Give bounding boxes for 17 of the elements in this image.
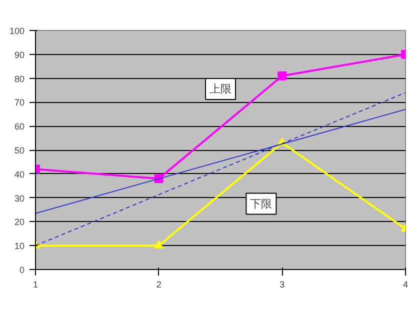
y-tick-label: 90	[14, 50, 25, 60]
y-tick-label: 10	[14, 241, 25, 252]
x-tick-label: 4	[402, 280, 408, 290]
x-tick-label: 1	[32, 280, 38, 290]
y-tick-label: 70	[14, 98, 25, 108]
y-tick-label: 30	[14, 193, 25, 204]
y-tick-label: 80	[14, 74, 25, 84]
x-tick-label: 3	[280, 280, 285, 290]
x-tick-label: 2	[156, 280, 162, 290]
y-tick-label: 20	[14, 217, 25, 228]
y-tick-label: 60	[14, 122, 25, 132]
series-label: 上限	[210, 82, 232, 96]
y-tick-label: 40	[14, 169, 25, 180]
series-label: 下限	[250, 197, 272, 210]
y-tick-label: 100	[9, 26, 25, 36]
y-tick-label: 0	[19, 265, 25, 275]
y-tick-label: 50	[14, 146, 25, 156]
